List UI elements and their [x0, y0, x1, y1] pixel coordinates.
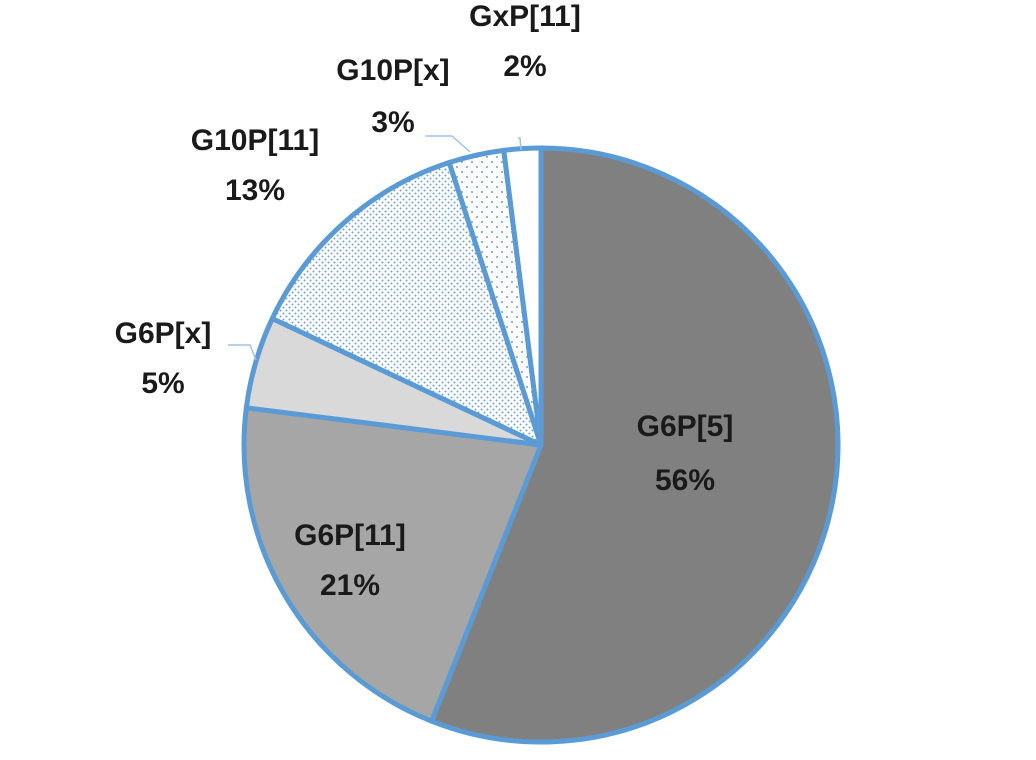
value-label: 2% — [503, 50, 546, 83]
pie-slice — [429, 145, 841, 745]
leader-line — [425, 135, 471, 153]
value-label: 3% — [371, 106, 414, 139]
slice-label: G10P[x] — [336, 54, 449, 87]
value-label: 56% — [655, 464, 715, 497]
value-label: 13% — [225, 174, 285, 207]
slice-label: G6P[x] — [115, 317, 212, 350]
slice-label: G10P[11] — [191, 124, 319, 157]
slice-label: G6P[5] — [637, 410, 734, 443]
slice-label: G6P[11] — [294, 519, 406, 552]
pie-slice — [501, 145, 544, 448]
value-label: 21% — [320, 569, 380, 602]
pie-slice — [269, 160, 544, 448]
leader-line — [228, 344, 257, 361]
slice-label: GxP[11] — [469, 0, 581, 33]
leader-line — [518, 137, 522, 151]
value-label: 5% — [141, 367, 184, 400]
pie-slice — [241, 405, 544, 724]
